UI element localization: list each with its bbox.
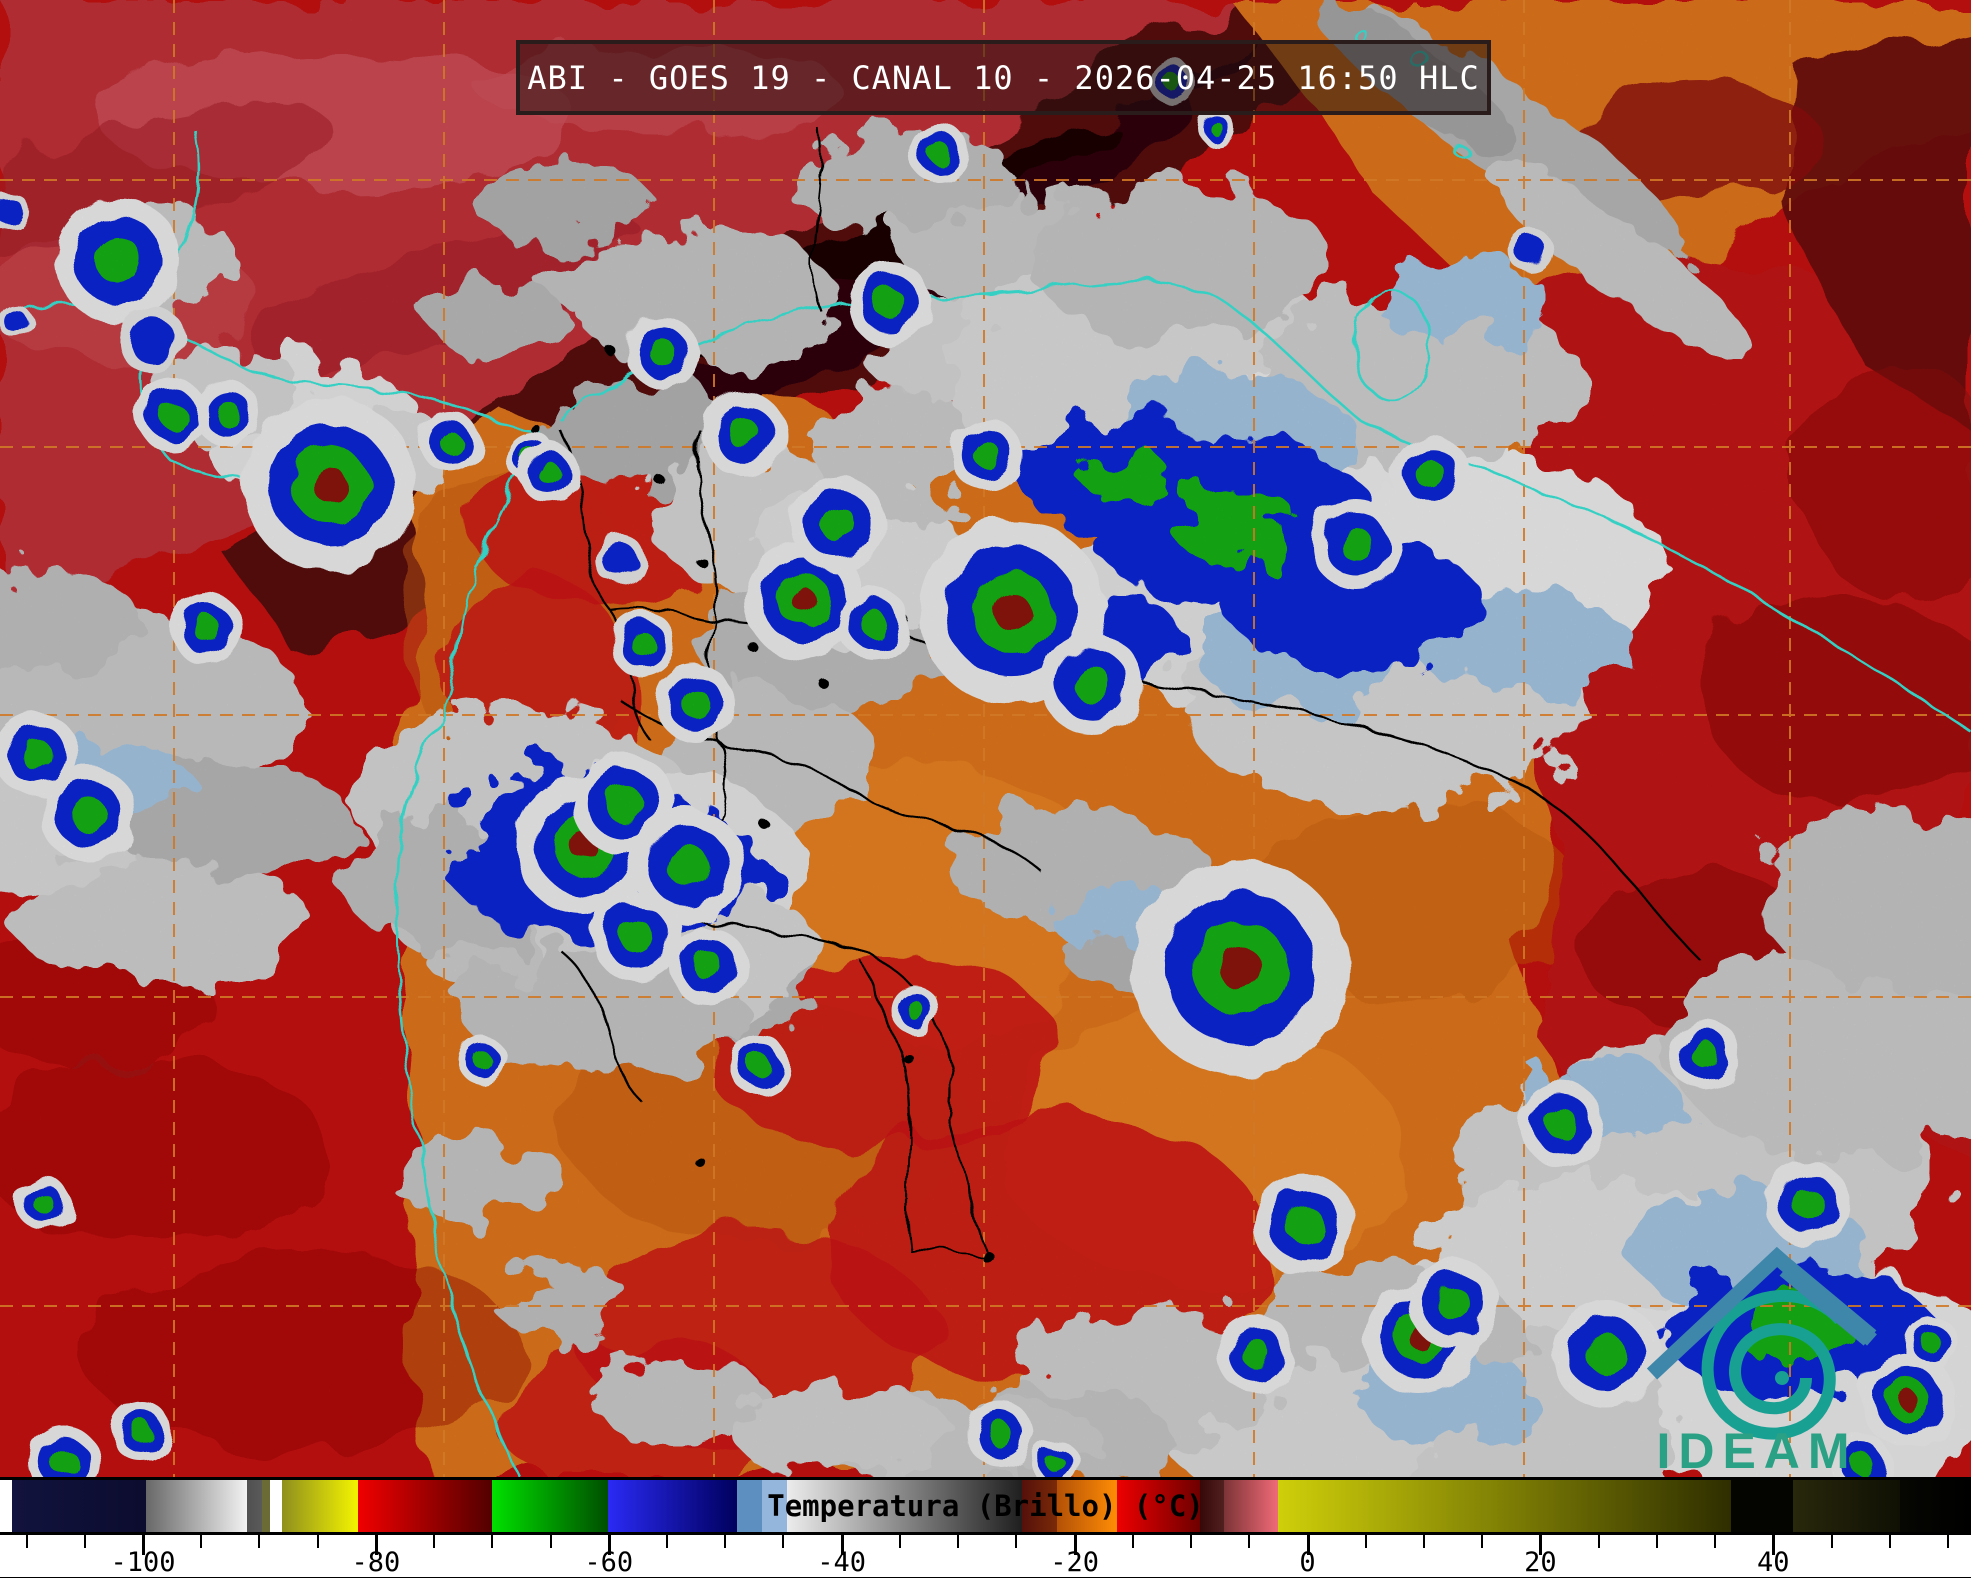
tick-label: -20	[1050, 1547, 1099, 1578]
colorbar-top-rule	[0, 1477, 1971, 1480]
major-tick	[1539, 1535, 1543, 1555]
satellite-imagery-canvas: IDEAM	[0, 0, 1971, 1477]
minor-tick	[724, 1535, 727, 1548]
minor-tick	[258, 1535, 261, 1548]
satellite-image: IDEAM	[0, 0, 1971, 1477]
ideam-swirl-icon	[1701, 1289, 1845, 1440]
tick-label: 40	[1757, 1547, 1790, 1578]
minor-tick	[1131, 1535, 1134, 1548]
ideam-logo-text: IDEAM	[1656, 1423, 1857, 1477]
minor-tick	[433, 1535, 436, 1548]
major-tick	[840, 1535, 844, 1555]
minor-tick	[1946, 1535, 1949, 1548]
colorbar: Temperatura (Brillo) (°C) -100 -80 -60 -40 -…	[0, 1477, 1971, 1578]
minor-tick	[316, 1535, 319, 1548]
pixel-grain-overlay	[0, 0, 1971, 1477]
minor-tick	[1597, 1535, 1600, 1548]
major-tick	[374, 1535, 378, 1555]
minor-tick	[1190, 1535, 1193, 1548]
ideam-swirl-eye	[1775, 1371, 1789, 1385]
major-tick	[142, 1535, 145, 1555]
title-bar: ABI - GOES 19 - CANAL 10 - 2026-04-25 16…	[516, 40, 1491, 115]
major-tick	[1073, 1535, 1077, 1555]
minor-tick	[782, 1535, 785, 1548]
tick-label: 20	[1524, 1547, 1557, 1578]
major-tick	[1772, 1535, 1776, 1555]
minor-tick	[1364, 1535, 1367, 1548]
colorbar-gradient-strip	[0, 1480, 1971, 1532]
minor-tick	[666, 1535, 669, 1548]
minor-tick	[1714, 1535, 1717, 1548]
major-tick	[607, 1535, 611, 1555]
minor-tick	[1830, 1535, 1833, 1548]
minor-tick	[1015, 1535, 1018, 1548]
minor-tick	[1655, 1535, 1658, 1548]
minor-tick	[1888, 1535, 1891, 1548]
minor-tick	[83, 1535, 86, 1548]
minor-tick	[549, 1535, 552, 1548]
tick-label: 0	[1299, 1547, 1316, 1578]
minor-tick	[200, 1535, 203, 1548]
ideam-logo: IDEAM	[1646, 1246, 1877, 1477]
minor-tick	[1481, 1535, 1484, 1548]
minor-tick	[1248, 1535, 1251, 1548]
major-tick	[1306, 1535, 1310, 1555]
minor-tick	[491, 1535, 494, 1548]
minor-tick	[25, 1535, 28, 1548]
tick-label: -40	[817, 1547, 867, 1578]
colorbar-axis-line	[0, 1532, 1971, 1535]
title-text: ABI - GOES 19 - CANAL 10 - 2026-04-25 16…	[527, 58, 1480, 97]
ideam-roof-right-leg	[1779, 1260, 1877, 1346]
tick-label: -60	[584, 1547, 634, 1578]
minor-tick	[957, 1535, 960, 1548]
tick-label: -100	[110, 1547, 176, 1578]
minor-tick	[1422, 1535, 1425, 1548]
tick-label: -80	[351, 1547, 401, 1578]
colorbar-label: Temperatura (Brillo) (°C)	[767, 1489, 1204, 1523]
minor-tick	[898, 1535, 901, 1548]
